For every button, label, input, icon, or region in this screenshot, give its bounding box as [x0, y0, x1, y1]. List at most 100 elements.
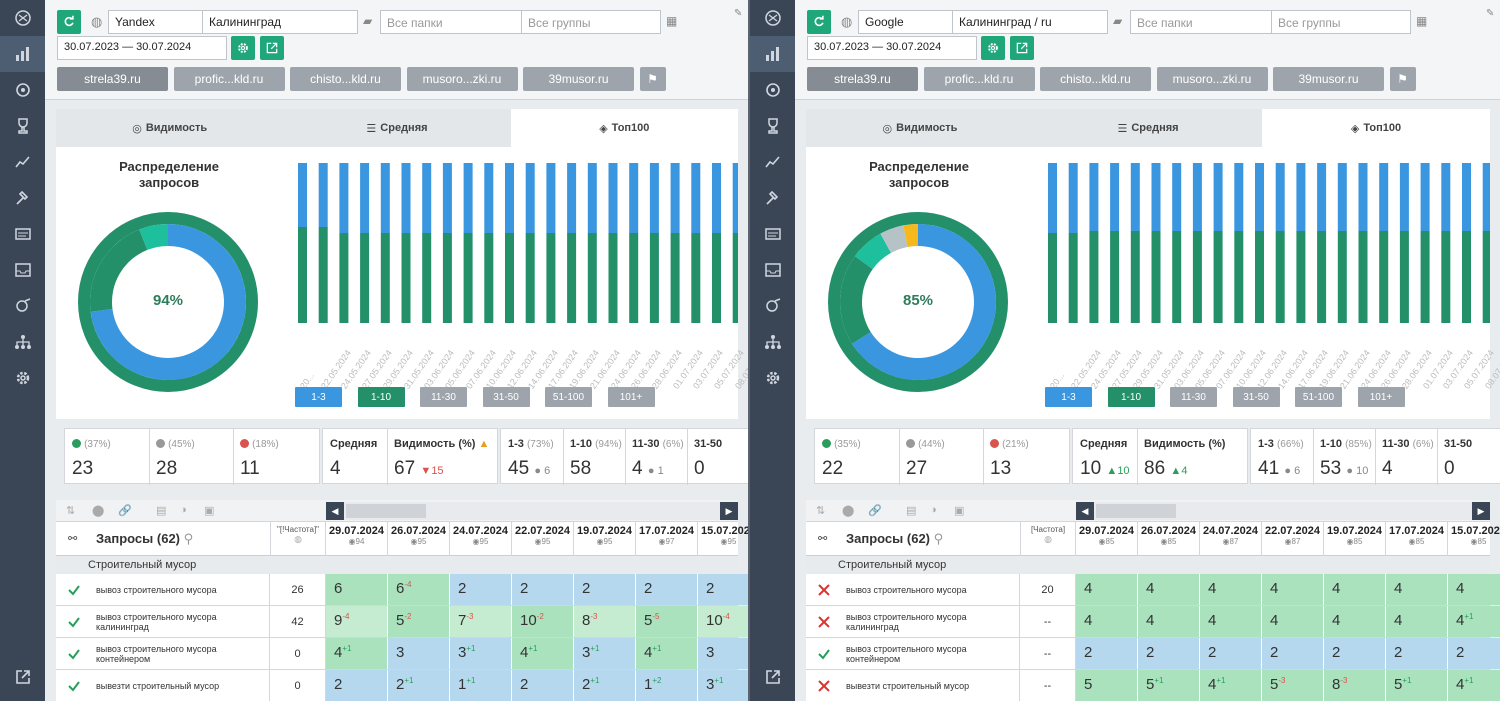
folders-input[interactable]: Все папки — [380, 10, 522, 34]
sidebar-analytics-icon[interactable] — [750, 36, 795, 72]
table-row[interactable]: вывезти строительный мусор -- 5 5+1 4+1 5-3 8-… — [806, 670, 1500, 701]
folders-input[interactable]: Все папки — [1130, 10, 1272, 34]
pin-icon[interactable]: ✎ — [1486, 8, 1495, 19]
sidebar-reports-icon[interactable] — [750, 216, 795, 252]
site-tab[interactable]: chisto...kld.ru — [290, 67, 401, 91]
position-cell[interactable]: 1+2 — [636, 670, 698, 701]
visibility-cell[interactable]: Видимость (%) 86 ▲4 — [1137, 429, 1249, 485]
position-cell[interactable]: 4 — [1386, 606, 1448, 637]
check-icon[interactable] — [66, 646, 82, 662]
export-button[interactable] — [1010, 36, 1034, 60]
position-cell[interactable]: 4 — [1076, 574, 1138, 605]
position-cell[interactable]: 2 — [1324, 638, 1386, 669]
flag-button[interactable]: ⚑ — [1389, 67, 1416, 91]
sidebar-tools-icon[interactable] — [0, 180, 45, 216]
position-cell[interactable]: 2 — [574, 574, 636, 605]
tab-top100[interactable]: ◈ Топ100 — [1262, 109, 1490, 147]
position-cell[interactable]: 2 — [1138, 638, 1200, 669]
position-cell[interactable]: 7-3 — [450, 606, 512, 637]
table-row[interactable]: вывоз строительного мусора калининград 42… — [56, 606, 748, 638]
date-column-header[interactable]: 24.07.2024 ◉87 — [1200, 522, 1262, 556]
date-column-header[interactable]: 15.07.2024◉95 — [698, 522, 748, 556]
sidebar-gear-icon[interactable] — [0, 360, 45, 396]
flag-button[interactable]: ⚑ — [639, 67, 666, 91]
site-tab[interactable]: 39musor.ru — [1273, 67, 1384, 91]
table-row[interactable]: вывоз строительного мусора контейнером 0 4… — [56, 638, 748, 670]
date-column-header[interactable]: 17.07.2024 ◉85 — [1386, 522, 1448, 556]
toggle-icon[interactable]: ⬤ — [842, 505, 855, 517]
tab-average[interactable]: ☰ Средняя — [1034, 109, 1262, 147]
sidebar-inbox-icon[interactable] — [750, 252, 795, 288]
position-cell[interactable]: 1+1 — [450, 670, 512, 701]
date-column-header[interactable]: 29.07.2024 ◉94 — [326, 522, 388, 556]
position-cell[interactable]: 4+1 — [512, 638, 574, 669]
position-t110[interactable]: 1-10 (94%) 58 — [563, 429, 625, 485]
date-column-header[interactable]: 19.07.2024 ◉85 — [1324, 522, 1386, 556]
date-column-header[interactable]: 22.07.2024 ◉95 — [512, 522, 574, 556]
refresh-button[interactable] — [807, 10, 831, 34]
sidebar-sitemap-icon[interactable] — [750, 324, 795, 360]
legend-1-3[interactable]: 1-3 — [1045, 387, 1092, 407]
site-tab[interactable]: profic...kld.ru — [923, 67, 1035, 91]
site-tab[interactable]: musoro...zki.ru — [406, 67, 518, 91]
contrast-icon[interactable]: ◑ — [930, 504, 937, 516]
calendar-icon[interactable]: ▦ — [666, 14, 678, 28]
position-cell[interactable]: 10-4 — [698, 606, 748, 637]
legend-101+[interactable]: 101+ — [607, 387, 655, 407]
legend-1-3[interactable]: 1-3 — [295, 387, 342, 407]
position-cell[interactable]: 5-2 — [388, 606, 450, 637]
position-cell[interactable]: 6 — [326, 574, 388, 605]
position-cell[interactable]: 2 — [512, 574, 574, 605]
position-cell[interactable]: 3 — [388, 638, 450, 669]
position-cell[interactable]: 4 — [1324, 574, 1386, 605]
scroll-thumb[interactable] — [346, 504, 426, 518]
sidebar-check-icon[interactable] — [0, 288, 45, 324]
date-range-select[interactable]: 30.07.2023 — 30.07.2024 — [57, 36, 227, 60]
position-cell[interactable]: 2 — [1076, 638, 1138, 669]
sidebar-trend-icon[interactable] — [750, 144, 795, 180]
site-tab[interactable]: profic...kld.ru — [173, 67, 285, 91]
link-icon[interactable]: 🔗 — [868, 505, 882, 517]
date-column-header[interactable]: 15.07.2024◉85 — [1448, 522, 1500, 556]
search-engine-select[interactable]: Google — [858, 10, 953, 34]
check-icon[interactable] — [816, 646, 832, 662]
position-cell[interactable]: 4 — [1262, 606, 1324, 637]
date-column-header[interactable]: 22.07.2024 ◉87 — [1262, 522, 1324, 556]
external-link-icon[interactable] — [0, 659, 45, 695]
position-t13[interactable]: 1-3 (66%) 41 ● 6 — [1251, 429, 1313, 485]
position-cell[interactable]: 4 — [1324, 606, 1386, 637]
toggle-icon[interactable]: ⬤ — [92, 505, 105, 517]
scroll-left-button[interactable]: ◀ — [326, 502, 344, 520]
sidebar-gear-icon[interactable] — [750, 360, 795, 396]
position-t110[interactable]: 1-10 (85%) 53 ● 10 — [1313, 429, 1375, 485]
average-cell[interactable]: Средняя 4 — [323, 429, 387, 485]
site-tab[interactable]: strela39.ru — [807, 67, 918, 91]
position-cell[interactable]: 5-3 — [1262, 670, 1324, 701]
sidebar-target-icon[interactable] — [0, 72, 45, 108]
scroll-right-button[interactable]: ▶ — [720, 502, 738, 520]
cross-icon[interactable] — [816, 614, 832, 630]
position-cell[interactable]: 2 — [1386, 638, 1448, 669]
up-count[interactable]: (37%) 23 — [65, 429, 149, 485]
position-cell[interactable]: 4 — [1138, 574, 1200, 605]
position-cell[interactable]: 5 — [1076, 670, 1138, 701]
position-cell[interactable]: 2 — [1262, 638, 1324, 669]
sidebar-trophy-icon[interactable] — [0, 108, 45, 144]
position-cell[interactable]: 4+1 — [326, 638, 388, 669]
position-cell[interactable]: 2 — [1200, 638, 1262, 669]
position-cell[interactable]: 2+1 — [574, 670, 636, 701]
position-cell[interactable]: 4+1 — [1448, 670, 1500, 701]
frequency-header[interactable]: [Частота] ◍ — [1020, 522, 1076, 556]
cross-icon[interactable] — [816, 678, 832, 694]
legend-31-50[interactable]: 31-50 — [482, 387, 530, 407]
position-cell[interactable]: 2 — [1448, 638, 1500, 669]
check-icon[interactable] — [66, 582, 82, 598]
position-cell[interactable]: 4 — [1076, 606, 1138, 637]
position-cell[interactable]: 3+1 — [450, 638, 512, 669]
position-cell[interactable]: 3+1 — [698, 670, 748, 701]
position-cell[interactable]: 2 — [698, 574, 748, 605]
position-cell[interactable]: 5+1 — [1386, 670, 1448, 701]
external-link-icon[interactable] — [750, 659, 795, 695]
table-row[interactable]: вывоз строительного мусора контейнером --… — [806, 638, 1500, 670]
date-range-select[interactable]: 30.07.2023 — 30.07.2024 — [807, 36, 977, 60]
